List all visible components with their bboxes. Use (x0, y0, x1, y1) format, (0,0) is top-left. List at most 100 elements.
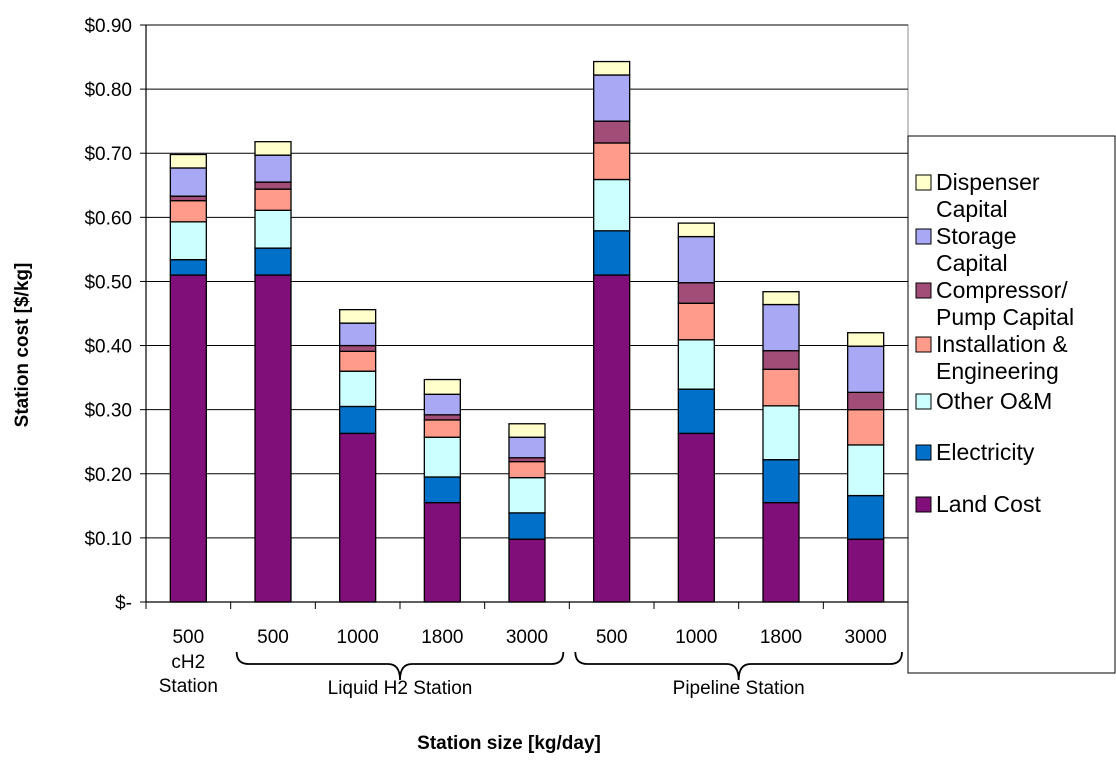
legend-label: Compressor/ (936, 277, 1068, 303)
bar-segment-dispenser-capital (339, 309, 377, 324)
bar-segment-dispenser-capital (677, 222, 715, 238)
bar-segment-compressor-pump-capital (339, 344, 377, 352)
group-brace (235, 651, 565, 681)
legend-label: Pump Capital (936, 304, 1074, 330)
bar-segment-land-cost (762, 501, 800, 603)
y-tick-label: $0.70 (84, 144, 132, 165)
x-axis-title: Station size [kg/day] (417, 733, 601, 754)
bar-segment-land-cost (339, 432, 377, 603)
legend-label: Engineering (936, 358, 1059, 384)
bar-segment-storage-capital (847, 345, 885, 394)
group-brace (574, 651, 903, 681)
x-tick-label: 1800 (760, 627, 802, 648)
bar-segment-storage-capital (677, 235, 715, 284)
bar-segment-storage-capital (508, 436, 546, 459)
bar-segment-installation-engineering (169, 200, 207, 223)
x-tick-label: 1000 (337, 627, 379, 648)
bar-segment-electricity (762, 459, 800, 504)
bar-segment-other-o-m (508, 476, 546, 514)
bar-segment-installation-engineering (762, 368, 800, 407)
bar-segment-storage-capital (339, 322, 377, 347)
bar-segment-electricity (508, 512, 546, 540)
bar-segment-compressor-pump-capital (593, 120, 631, 144)
legend-label: Capital (936, 250, 1008, 276)
x-tick-label: 3000 (506, 627, 548, 648)
bar-segment-electricity (847, 494, 885, 540)
bar-segment-dispenser-capital (762, 291, 800, 306)
bar-segment-other-o-m (169, 221, 207, 261)
group-label: Pipeline Station (673, 678, 805, 699)
legend-label: Electricity (936, 439, 1035, 465)
y-tick-label: $0.90 (84, 16, 132, 37)
y-tick-labels: $- $0.10 $0.20 $0.30 $0.40 $0.50 $0.60 $0.70 $0.… (84, 16, 132, 614)
bar-segment-installation-engineering (677, 302, 715, 341)
bar-segment-electricity (593, 230, 631, 276)
y-tick-label: $0.20 (84, 465, 132, 486)
bar-segment-compressor-pump-capital (847, 391, 885, 411)
x-tick-label: 1000 (675, 627, 717, 648)
bar-segment-other-o-m (677, 339, 715, 390)
bar-segment-dispenser-capital (169, 153, 207, 169)
bar-segment-other-o-m (254, 209, 292, 249)
group-label: Liquid H2 Station (328, 678, 473, 699)
bar-segment-installation-engineering (423, 419, 461, 438)
bar-segment-installation-engineering (339, 350, 377, 372)
bar-segment-installation-engineering (593, 142, 631, 181)
bar-segment-installation-engineering (847, 409, 885, 446)
y-tick-label: $0.30 (84, 401, 132, 422)
bar-segment-electricity (169, 258, 207, 276)
bar-segment-storage-capital (423, 393, 461, 416)
y-tick-label: $0.40 (84, 337, 132, 358)
bars (169, 60, 885, 603)
legend-swatch (915, 282, 932, 299)
bar-segment-dispenser-capital (847, 332, 885, 347)
bar-segment-land-cost (254, 274, 292, 603)
bar-segment-electricity (254, 247, 292, 276)
y-tick-label: $0.60 (84, 208, 132, 229)
legend-swatch (915, 496, 932, 513)
y-tick-label: $0.80 (84, 80, 132, 101)
bar-segment-other-o-m (339, 370, 377, 408)
bar-segment-other-o-m (423, 436, 461, 478)
legend-swatch (915, 174, 932, 191)
legend-label: Other O&M (936, 388, 1052, 414)
legend-label: Installation & (936, 331, 1068, 357)
bar-segment-electricity (423, 476, 461, 504)
x-tick-label: 500 (257, 627, 289, 648)
legend-box (907, 135, 1116, 674)
legend: DispenserCapitalStorageCapitalCompressor… (907, 135, 1116, 674)
bar-segment-compressor-pump-capital (169, 195, 207, 202)
bar-segment-other-o-m (593, 178, 631, 232)
bar-segment-other-o-m (762, 405, 800, 461)
x-tick-label: 3000 (845, 627, 887, 648)
legend-label: Capital (936, 196, 1008, 222)
group-label: cH2 (171, 652, 205, 673)
legend-swatch (915, 336, 932, 353)
y-tick-label: $- (115, 593, 132, 614)
bar-segment-compressor-pump-capital (423, 414, 461, 421)
bar-segment-dispenser-capital (423, 378, 461, 395)
x-tick-labels: 500 500 1000 1800 3000 500 1000 1800 3000 (172, 627, 886, 648)
bar-segment-compressor-pump-capital (762, 350, 800, 370)
bar-segment-storage-capital (593, 74, 631, 122)
bar-segment-land-cost (423, 501, 461, 603)
x-tick-label: 500 (172, 627, 204, 648)
bar-segment-installation-engineering (508, 460, 546, 479)
bar-segment-dispenser-capital (593, 60, 631, 76)
bar-segment-compressor-pump-capital (254, 181, 292, 190)
bar-segment-dispenser-capital (508, 423, 546, 438)
legend-label: Land Cost (936, 491, 1041, 517)
group-label: Station (159, 676, 218, 697)
bar-segment-other-o-m (847, 444, 885, 497)
bar-segment-land-cost (169, 274, 207, 603)
bar-segment-electricity (339, 405, 377, 435)
bar-segment-storage-capital (254, 154, 292, 183)
bar-segment-compressor-pump-capital (677, 282, 715, 304)
legend-swatch (915, 228, 932, 245)
bar-segment-land-cost (508, 538, 546, 603)
bar-segment-dispenser-capital (254, 141, 292, 156)
bar-segment-storage-capital (762, 303, 800, 352)
x-tick-label: 500 (596, 627, 628, 648)
y-axis-title: Station cost [$/kg] (12, 263, 33, 428)
